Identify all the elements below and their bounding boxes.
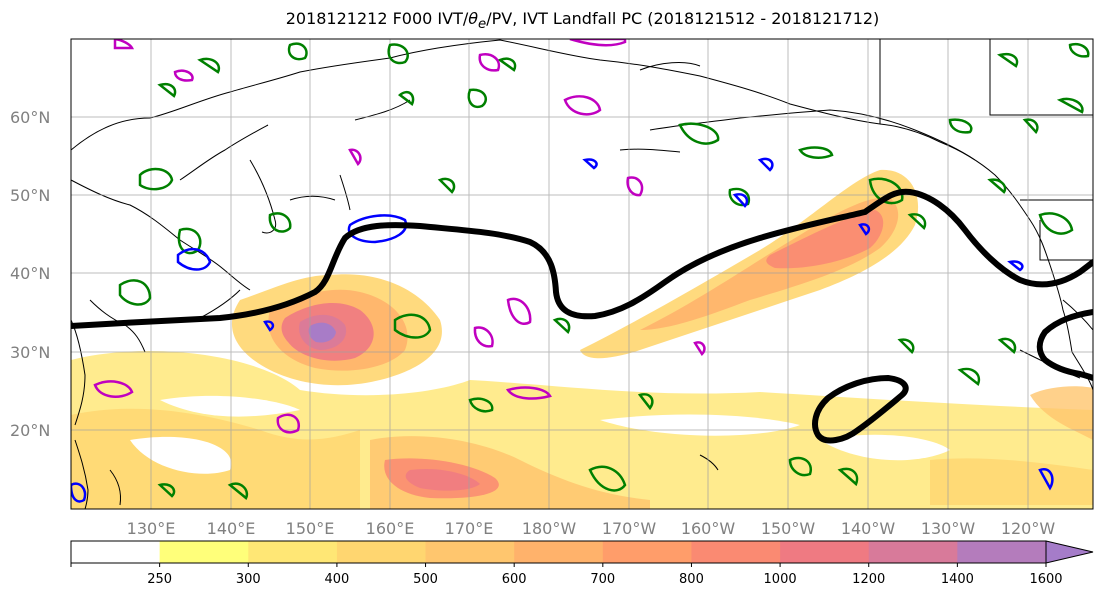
lon-label: 180°W bbox=[522, 519, 577, 538]
map-frame bbox=[70, 38, 1094, 510]
colorbar-bin bbox=[248, 541, 338, 563]
colorbar-tick-label: 700 bbox=[590, 572, 615, 587]
colorbar-tick-label: 300 bbox=[236, 572, 261, 587]
title-theta-sub: e bbox=[478, 17, 487, 33]
lon-label: 150°E bbox=[286, 519, 335, 538]
theta-e-contours-low bbox=[71, 157, 1054, 503]
colorbar-bin bbox=[71, 541, 161, 563]
lat-label: 40°N bbox=[10, 264, 50, 283]
colorbar-bin bbox=[957, 541, 1047, 563]
lon-label: 150°W bbox=[761, 519, 816, 538]
colorbar-bin bbox=[159, 541, 249, 563]
colorbar-tick-label: 800 bbox=[679, 572, 704, 587]
map-panel bbox=[71, 39, 1093, 509]
colorbar-bins bbox=[71, 541, 1047, 563]
gridlines bbox=[71, 39, 1093, 509]
lon-label: 160°W bbox=[681, 519, 736, 538]
title-prefix: 2018121212 F000 IVT/ bbox=[285, 9, 469, 28]
colorbar-bin bbox=[868, 541, 958, 563]
colorbar-tick-label: 1000 bbox=[764, 572, 797, 587]
title-suffix: /PV, IVT Landfall PC (2018121512 - 20181… bbox=[486, 9, 880, 28]
colorbar-ticks: 250 300 400 500 600 700 800 1000 1200 1400 1600 bbox=[70, 563, 1063, 587]
title-theta: θ bbox=[468, 9, 479, 28]
colorbar-bin bbox=[514, 541, 604, 563]
colorbar-tick-label: 250 bbox=[147, 572, 172, 587]
colorbar-bin bbox=[336, 541, 427, 563]
lon-labels: 130°E 140°E 150°E 160°E 170°E 180°W 170°… bbox=[127, 519, 1056, 538]
colorbar: 250 300 400 500 600 700 800 1000 1200 1400 1600 bbox=[70, 540, 1094, 587]
colorbar-bin bbox=[602, 541, 692, 563]
lat-label: 50°N bbox=[10, 186, 50, 205]
lon-label: 170°E bbox=[445, 519, 494, 538]
pv-contours bbox=[118, 42, 1090, 500]
lon-label: 140°E bbox=[207, 519, 256, 538]
colorbar-bin bbox=[691, 541, 781, 563]
lon-label: 120°W bbox=[1001, 519, 1056, 538]
colorbar-bin bbox=[425, 541, 515, 563]
colorbar-frame bbox=[70, 540, 1047, 564]
lon-label: 160°E bbox=[366, 519, 415, 538]
lon-label: 130°W bbox=[921, 519, 976, 538]
lat-label: 60°N bbox=[10, 108, 50, 127]
lat-label: 20°N bbox=[10, 421, 50, 440]
lon-label: 130°E bbox=[127, 519, 176, 538]
colorbar-tick-label: 1600 bbox=[1029, 572, 1062, 587]
lon-label: 170°W bbox=[602, 519, 657, 538]
colorbar-tick-label: 1400 bbox=[941, 572, 974, 587]
lat-label: 30°N bbox=[10, 343, 50, 362]
ivt-pc-contours bbox=[71, 188, 1093, 444]
colorbar-tick-label: 400 bbox=[324, 572, 349, 587]
lon-label: 140°W bbox=[841, 519, 896, 538]
colorbar-bin bbox=[780, 541, 870, 563]
colorbar-tick-label: 500 bbox=[413, 572, 438, 587]
colorbar-tick-label: 600 bbox=[502, 572, 527, 587]
theta-e-contours-high bbox=[93, 39, 706, 434]
colorbar-extend-arrow bbox=[1045, 540, 1094, 564]
lat-labels: 60°N 50°N 40°N 30°N 20°N bbox=[10, 108, 50, 440]
colorbar-tick-label: 1200 bbox=[852, 572, 885, 587]
map-title: 2018121212 F000 IVT/θe/PV, IVT Landfall … bbox=[0, 9, 1105, 32]
